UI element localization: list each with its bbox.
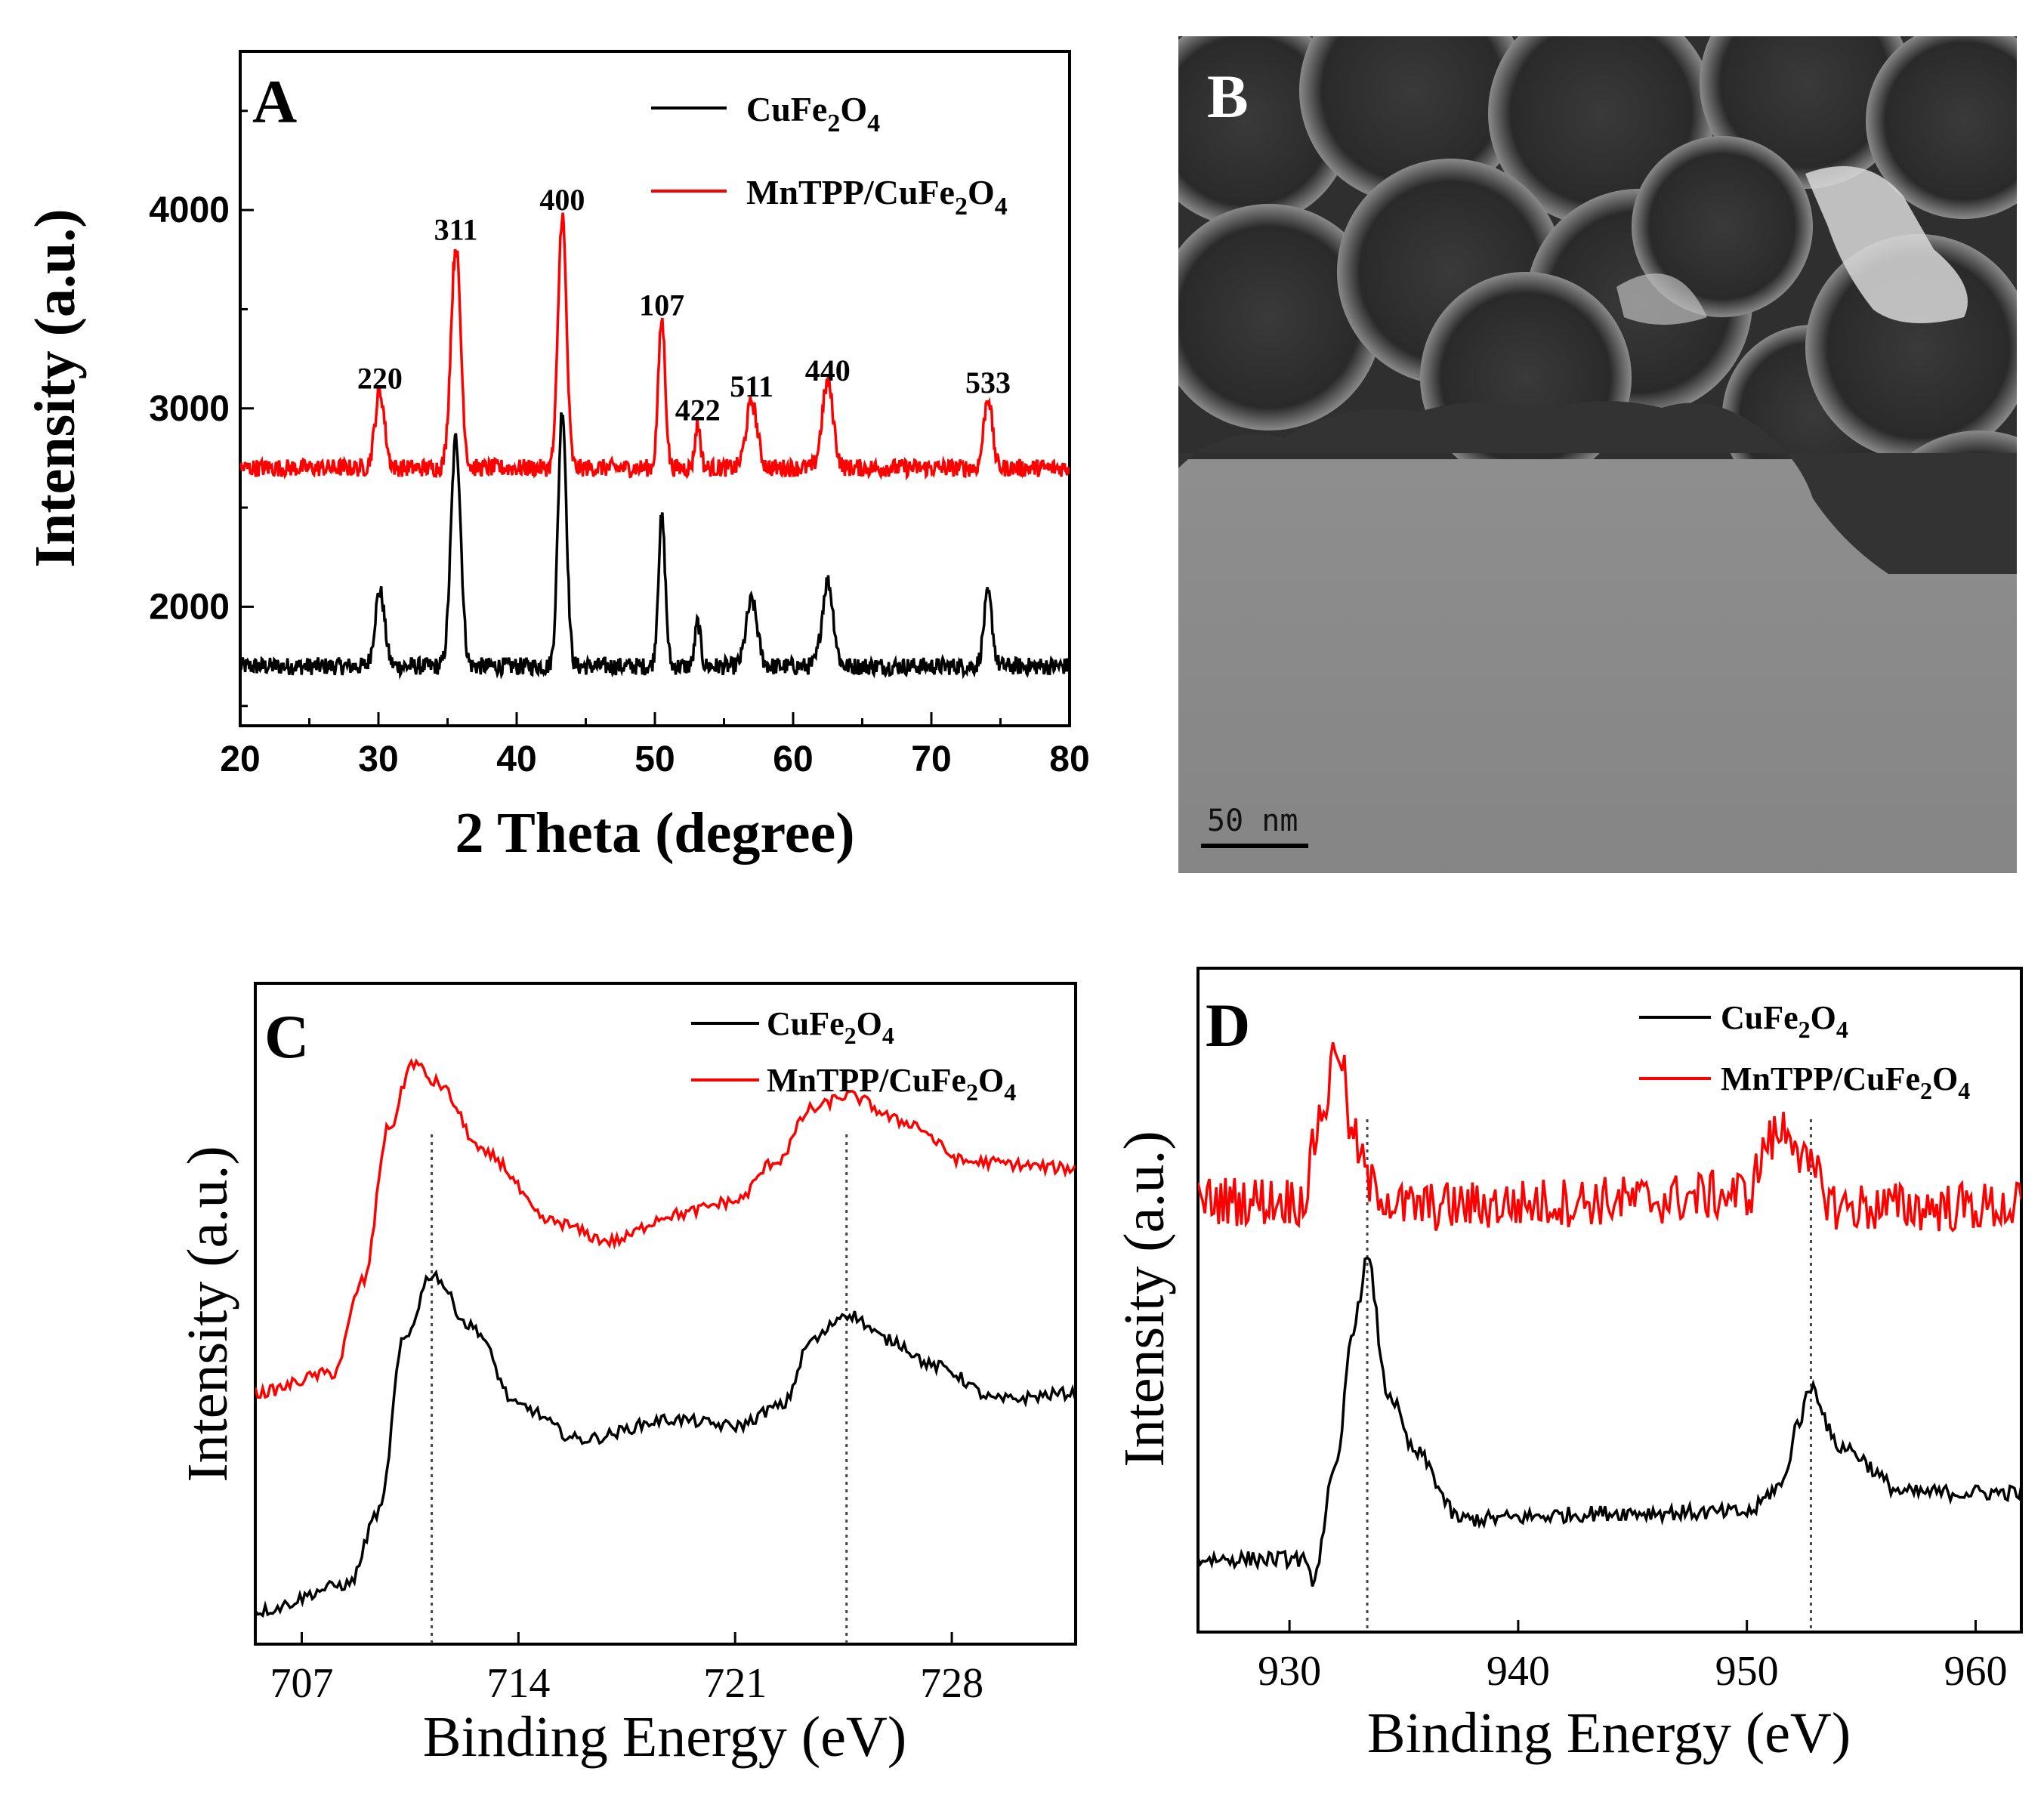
panel-d-x-axis-label: Binding Energy (eV) (1367, 1702, 1851, 1765)
legend-label-mntpp-cufe2o4: MnTPP/CuFe2O4 (746, 173, 1008, 221)
panel-c-frame (254, 982, 1077, 1646)
panel-c-y-axis-label: Intensity (a.u.) (176, 1146, 239, 1482)
panel-c-x-ticks: 707 714 721 728 (270, 1632, 983, 1707)
x-tick-label: 707 (270, 1660, 333, 1707)
legend-label-mntpp-cufe2o4: MnTPP/CuFe2O4 (767, 1062, 1016, 1106)
x-tick-label: 50 (635, 739, 675, 779)
legend-label-cufe2o4: CuFe2O4 (1721, 999, 1848, 1043)
panel-a-letter: A (252, 67, 297, 136)
panel-d-x-ticks: 930 940 950 960 (1258, 1620, 2007, 1695)
panel-c-legend: CuFe2O4 MnTPP/CuFe2O4 (691, 1005, 1016, 1106)
panel-d-xps-cu2p-chart: D 930 940 950 960 Binding Energy (eV) Inten… (1113, 967, 2023, 1765)
x-tick-label: 728 (920, 1660, 983, 1707)
panel-a-y-ticks: 2000 3000 4000 (149, 110, 254, 708)
panel-b-tem-image: 50 nm B (1178, 36, 2017, 873)
peak-label: 533 (965, 366, 1011, 400)
panel-d-reference-lines (1366, 1119, 1812, 1632)
series-line-cufe2o4 (255, 1269, 1076, 1618)
series-line-cufe2o4 (240, 412, 1070, 680)
peak-label: 511 (730, 369, 773, 403)
panel-a-x-ticks: 20 30 40 50 60 70 80 (220, 712, 1090, 779)
y-tick-label: 4000 (149, 190, 230, 230)
x-tick-label: 960 (1944, 1648, 2007, 1695)
x-tick-label: 60 (773, 739, 813, 779)
series-line-mntpp-cufe2o4 (1198, 1041, 2021, 1233)
peak-label: 400 (539, 183, 585, 217)
peak-label: 422 (675, 393, 721, 427)
panel-d-y-axis-label: Intensity (a.u.) (1113, 1131, 1176, 1467)
panel-a-x-axis-label: 2 Theta (degree) (455, 801, 854, 865)
series-line-mntpp-cufe2o4 (240, 212, 1070, 481)
panel-a-xrd-chart: A 20 30 40 50 60 70 80 2000 3000 4000 220 311 400 1… (23, 50, 1090, 865)
x-tick-label: 930 (1258, 1648, 1321, 1695)
panel-d-legend: CuFe2O4 MnTPP/CuFe2O4 (1639, 999, 1970, 1104)
x-tick-label: 40 (496, 739, 536, 779)
x-tick-label: 940 (1487, 1648, 1550, 1695)
tem-particles (1178, 36, 2017, 873)
peak-label: 440 (805, 353, 851, 387)
x-tick-label: 714 (486, 1660, 550, 1707)
panel-d-frame (1196, 967, 2023, 1634)
panel-a-y-axis-label: Intensity (a.u.) (23, 208, 87, 567)
series-line-cufe2o4 (1198, 1256, 2021, 1587)
tem-scale-bar-label: 50 nm (1207, 804, 1298, 838)
x-tick-label: 70 (911, 739, 951, 779)
series-line-mntpp-cufe2o4 (255, 1057, 1076, 1399)
y-tick-label: 2000 (149, 587, 230, 627)
x-tick-label: 30 (358, 739, 398, 779)
panel-a-legend: CuFe2O4 MnTPP/CuFe2O4 (651, 90, 1008, 221)
panel-d-letter: D (1206, 991, 1250, 1060)
x-tick-label: 721 (703, 1660, 767, 1707)
panel-a-peak-labels: 220 311 400 107 422 511 440 533 (357, 183, 1011, 427)
y-tick-label: 3000 (149, 389, 230, 429)
legend-label-cufe2o4: CuFe2O4 (746, 90, 880, 137)
peak-label: 220 (357, 362, 403, 396)
panel-c-xps-fe2p-chart: C 707 714 721 728 Binding Energy (eV) Inten… (176, 982, 1077, 1769)
peak-label: 107 (639, 288, 684, 322)
x-tick-label: 80 (1049, 739, 1089, 779)
legend-label-mntpp-cufe2o4: MnTPP/CuFe2O4 (1721, 1060, 1970, 1104)
legend-label-cufe2o4: CuFe2O4 (767, 1005, 894, 1049)
panel-c-x-axis-label: Binding Energy (eV) (423, 1705, 906, 1769)
x-tick-label: 20 (220, 739, 260, 779)
x-tick-label: 950 (1715, 1648, 1779, 1695)
peak-label: 311 (434, 213, 478, 247)
panel-c-reference-lines (431, 1134, 848, 1644)
panel-b-letter: B (1207, 62, 1249, 131)
panel-c-letter: C (264, 1002, 309, 1071)
